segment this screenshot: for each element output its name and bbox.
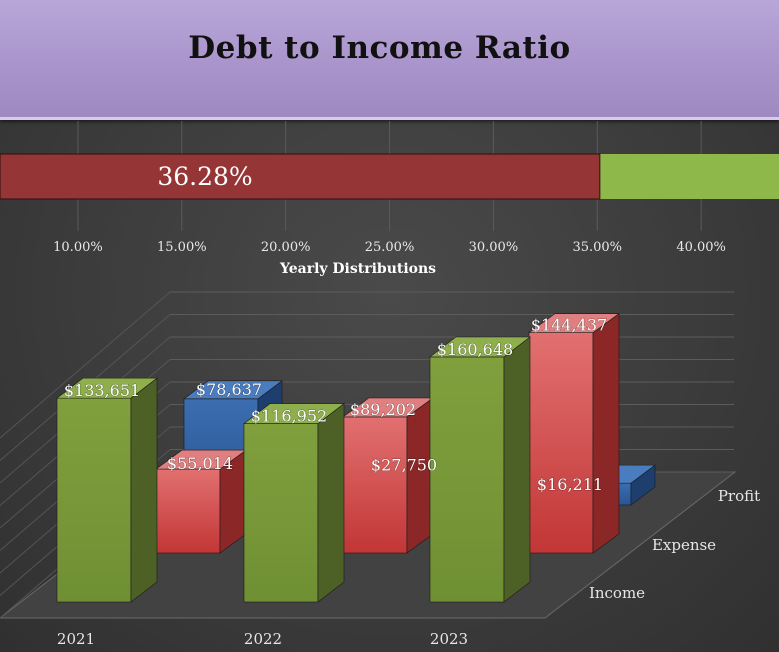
bar-top-face (243, 403, 345, 424)
series-axis-label: Profit (718, 487, 760, 505)
gauge-tick-label: 25.00% (365, 240, 415, 255)
bar-side-face (592, 313, 620, 554)
series-axis-label: Expense (652, 536, 716, 554)
gauge-fill-bar (0, 153, 601, 200)
title-banner: Debt to Income Ratio (0, 0, 779, 120)
gauge-tick-label: 35.00% (572, 240, 622, 255)
chart-bars (56, 313, 656, 603)
data-label-income: $133,651 (64, 381, 140, 400)
chart-title: Yearly Distributions (279, 261, 436, 277)
bar-front-face (429, 356, 505, 603)
data-label-expense: $55,014 (167, 454, 233, 473)
data-label-income: $160,648 (437, 340, 513, 359)
data-label-profit: $78,637 (196, 380, 262, 399)
bar-front-face (342, 416, 408, 554)
gauge-tick-labels: 10.00% 15.00% 20.00% 25.00% 30.00% 35.00% 40.0… (53, 240, 726, 255)
ratio-gauge: 36.28% 10.00% 15.00% 20.00% 25.00% 30.00% 35.… (0, 121, 779, 255)
bar-top-face (56, 377, 158, 399)
chart-axis-labels: 2021 2022 2023 Income Expense Profit (57, 487, 760, 648)
bar-side-face (406, 397, 434, 554)
data-label-profit: $16,211 (537, 475, 603, 494)
bar-income-2022 (243, 402, 345, 603)
category-label: 2021 (57, 630, 95, 648)
data-label-expense: $144,437 (531, 316, 607, 335)
data-label-profit: $27,750 (371, 456, 437, 475)
bar-expense-2021 (155, 449, 247, 554)
gauge-tick-label: 10.00% (53, 240, 103, 255)
bar-side-face (317, 402, 345, 603)
chart-side-gridline (0, 291, 171, 439)
bar-top-face (183, 380, 283, 400)
gauge-value-label: 36.28% (157, 162, 252, 191)
page-title: Debt to Income Ratio (188, 30, 571, 66)
bar-front-face (528, 332, 594, 554)
gauge-tick-label: 40.00% (676, 240, 726, 255)
bar-side-face (503, 336, 531, 603)
data-label-income: $116,952 (251, 407, 327, 426)
category-label: 2023 (430, 630, 468, 648)
data-label-expense: $89,202 (350, 400, 416, 419)
bar-front-face (155, 468, 221, 554)
bar-front-face (56, 397, 132, 603)
bar-front-face (243, 423, 319, 603)
bar-top-face (429, 336, 531, 358)
category-label: 2022 (244, 630, 282, 648)
bar-top-face (528, 313, 620, 333)
bar-expense-2023 (528, 313, 620, 554)
gauge-tick-label: 20.00% (261, 240, 311, 255)
yearly-distributions-chart: Yearly Distributions $78,637 $27,750 $16,2… (0, 261, 760, 648)
bar-expense-2022 (342, 397, 434, 554)
bar-income-2023 (429, 336, 531, 603)
gauge-tick-label: 15.00% (157, 240, 207, 255)
bar-income-2021 (56, 377, 158, 603)
gauge-tick-label: 30.00% (469, 240, 519, 255)
chart-data-labels: $78,637 $27,750 $16,211 $55,014 $89,202 $144,… (63, 315, 607, 494)
bar-side-face (130, 377, 158, 603)
series-axis-label: Income (589, 584, 645, 602)
